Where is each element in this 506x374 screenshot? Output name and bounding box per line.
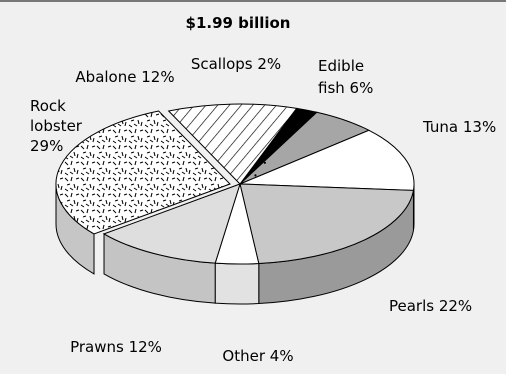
slice-label-abalone-text: Abalone 12% (75, 68, 174, 86)
chart-title: $1.99 billion (186, 14, 291, 32)
pie-slice-pearls (239, 183, 415, 265)
slice-label-scallops-text: Scallops 2% (191, 55, 281, 73)
slice-label-prawns: Prawns 12% (70, 338, 162, 356)
slice-label-other: Other 4% (222, 347, 293, 365)
pie-side-other (214, 262, 260, 305)
slice-label-tuna-text: Tuna 13% (422, 118, 496, 136)
slice-label-pearls: Pearls 22% (389, 297, 472, 315)
slice-label-rock-lobster-line3: 29% (30, 137, 63, 155)
slice-label-pearls-text: Pearls 22% (389, 297, 472, 315)
slice-label-rock-lobster-line2: lobster (30, 117, 83, 135)
slice-label-tuna: Tuna 13% (422, 118, 496, 136)
pie-slice-abalone (167, 103, 298, 185)
slice-label-edible-fish-line2: fish 6% (318, 79, 373, 97)
pie-slice-tuna (239, 129, 415, 191)
abalone-dot (254, 174, 257, 177)
slice-label-prawns-text: Prawns 12% (70, 338, 162, 356)
slice-label-abalone: Abalone 12% (75, 68, 174, 86)
pie-sides (55, 183, 415, 305)
abalone-dot (273, 149, 276, 152)
pie-tops (55, 103, 415, 265)
slice-label-rock-lobster: Rock lobster 29% (30, 97, 87, 155)
abalone-dot (263, 161, 266, 164)
slice-label-scallops: Scallops 2% (191, 55, 281, 73)
slice-label-rock-lobster-line1: Rock (30, 97, 66, 115)
abalone-dot (282, 136, 285, 139)
abalone-dot (292, 123, 295, 127)
pie-slice-prawns (102, 183, 241, 264)
slice-label-other-text: Other 4% (222, 347, 293, 365)
slice-label-edible-fish-line1: Edible (318, 57, 364, 75)
slice-label-edible-fish: Edible fish 6% (318, 57, 373, 97)
pie-slice-rock-lobster (55, 110, 231, 235)
